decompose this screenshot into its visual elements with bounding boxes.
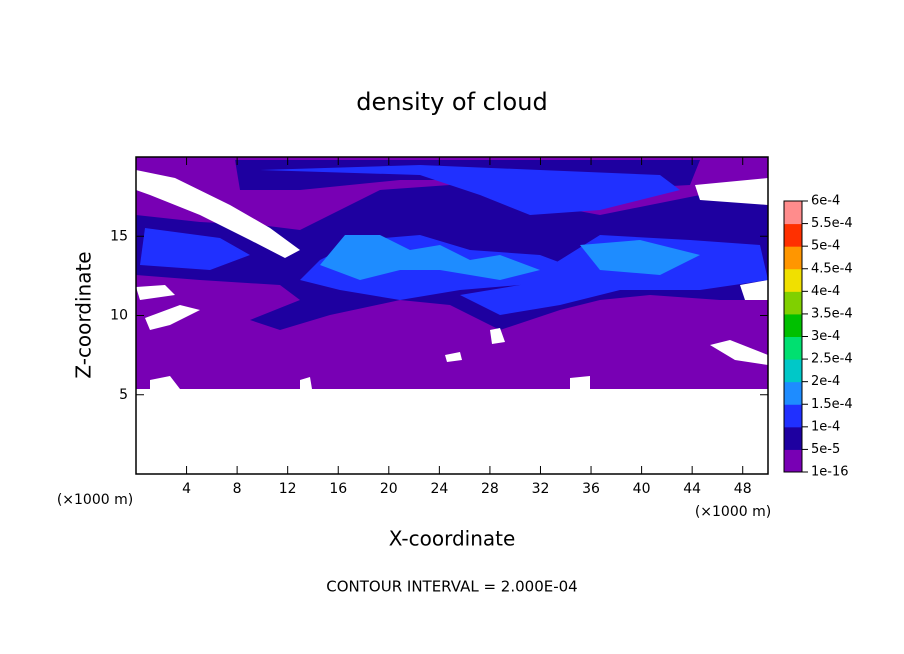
x-tick-label: 4 bbox=[182, 481, 191, 497]
field-gap bbox=[136, 170, 300, 258]
x-tick-label: 16 bbox=[329, 481, 347, 497]
y-axis-unit: (×1000 m) bbox=[57, 492, 133, 508]
field-gap bbox=[695, 178, 768, 205]
y-axis-label: Z-coordinate bbox=[72, 251, 96, 378]
colorbar-label: 2.5e-4 bbox=[811, 352, 853, 367]
x-tick-label: 28 bbox=[481, 481, 499, 497]
colorbar-label: 4.5e-4 bbox=[811, 261, 853, 276]
colorbar-label: 6e-4 bbox=[811, 194, 840, 209]
colorbar-band bbox=[784, 336, 802, 360]
contour-field bbox=[136, 157, 768, 389]
x-tick-label: 32 bbox=[532, 481, 550, 497]
field-gap bbox=[145, 305, 200, 330]
colorbar-band bbox=[784, 359, 802, 383]
y-tick-label: 10 bbox=[110, 308, 128, 324]
colorbar-label: 1e-4 bbox=[811, 419, 840, 434]
colorbar-band bbox=[784, 201, 802, 225]
colorbar-label: 1e-16 bbox=[811, 465, 849, 480]
colorbar-band bbox=[784, 313, 802, 337]
field-region bbox=[580, 240, 700, 275]
field-region bbox=[320, 235, 540, 280]
colorbar-band bbox=[784, 246, 802, 270]
field-region bbox=[140, 228, 250, 270]
colorbar-label: 5.5e-4 bbox=[811, 216, 853, 231]
colorbar-band bbox=[784, 426, 802, 450]
x-tick-label: 12 bbox=[279, 481, 297, 497]
field-gap bbox=[740, 280, 768, 300]
x-tick-label: 44 bbox=[683, 481, 701, 497]
colorbar-label: 4e-4 bbox=[811, 284, 840, 299]
x-tick-label: 24 bbox=[430, 481, 448, 497]
colorbar-label: 3.5e-4 bbox=[811, 306, 853, 321]
x-tick-label: 36 bbox=[582, 481, 600, 497]
field-gap bbox=[136, 285, 175, 300]
annotation: CONTOUR INTERVAL = 2.000E-04 bbox=[326, 578, 577, 596]
colorbar-label: 1.5e-4 bbox=[811, 397, 853, 412]
x-tick-label: 40 bbox=[633, 481, 651, 497]
field-gap bbox=[710, 340, 768, 365]
x-axis-unit: (×1000 m) bbox=[695, 504, 771, 520]
colorbar-band bbox=[784, 381, 802, 405]
colorbar-band bbox=[784, 223, 802, 247]
x-tick-label: 20 bbox=[380, 481, 398, 497]
y-tick-label: 15 bbox=[110, 228, 128, 244]
x-axis-label: X-coordinate bbox=[389, 527, 516, 551]
field-region bbox=[260, 165, 680, 215]
y-tick-label: 5 bbox=[119, 387, 128, 403]
colorbar-band bbox=[784, 449, 802, 473]
x-tick-label: 48 bbox=[734, 481, 752, 497]
x-tick-label: 8 bbox=[233, 481, 242, 497]
colorbar-label: 5e-5 bbox=[811, 442, 840, 457]
colorbar-label: 3e-4 bbox=[811, 329, 840, 344]
colorbar-band bbox=[784, 404, 802, 428]
chart-title: density of cloud bbox=[356, 88, 547, 116]
colorbar-label: 5e-4 bbox=[811, 239, 840, 254]
colorbar-band bbox=[784, 291, 802, 315]
colorbar-band bbox=[784, 268, 802, 292]
colorbar-label: 2e-4 bbox=[811, 374, 840, 389]
